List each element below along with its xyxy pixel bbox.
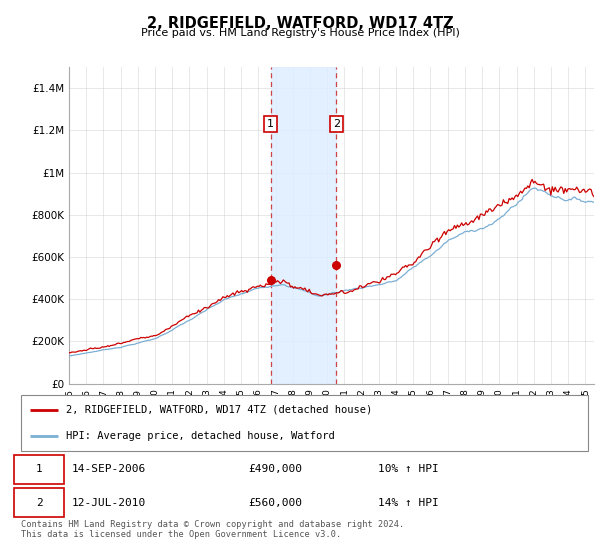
Text: 14-SEP-2006: 14-SEP-2006 xyxy=(72,464,146,474)
Text: £560,000: £560,000 xyxy=(248,497,302,507)
Bar xyxy=(271,67,337,384)
Text: 10% ↑ HPI: 10% ↑ HPI xyxy=(378,464,439,474)
Point xyxy=(332,261,341,270)
Text: Contains HM Land Registry data © Crown copyright and database right 2024.
This d: Contains HM Land Registry data © Crown c… xyxy=(21,520,404,539)
Point xyxy=(266,276,275,284)
Text: 2, RIDGEFIELD, WATFORD, WD17 4TZ (detached house): 2, RIDGEFIELD, WATFORD, WD17 4TZ (detach… xyxy=(67,405,373,415)
FancyBboxPatch shape xyxy=(21,395,588,451)
Text: 1: 1 xyxy=(36,464,43,474)
Text: 1: 1 xyxy=(267,119,274,129)
Text: Price paid vs. HM Land Registry's House Price Index (HPI): Price paid vs. HM Land Registry's House … xyxy=(140,28,460,38)
Text: 2: 2 xyxy=(36,497,43,507)
FancyBboxPatch shape xyxy=(14,455,64,484)
Text: 2, RIDGEFIELD, WATFORD, WD17 4TZ: 2, RIDGEFIELD, WATFORD, WD17 4TZ xyxy=(146,16,454,31)
Text: 14% ↑ HPI: 14% ↑ HPI xyxy=(378,497,439,507)
Text: HPI: Average price, detached house, Watford: HPI: Average price, detached house, Watf… xyxy=(67,431,335,441)
FancyBboxPatch shape xyxy=(14,488,64,517)
Text: £490,000: £490,000 xyxy=(248,464,302,474)
Text: 12-JUL-2010: 12-JUL-2010 xyxy=(72,497,146,507)
Text: 2: 2 xyxy=(333,119,340,129)
